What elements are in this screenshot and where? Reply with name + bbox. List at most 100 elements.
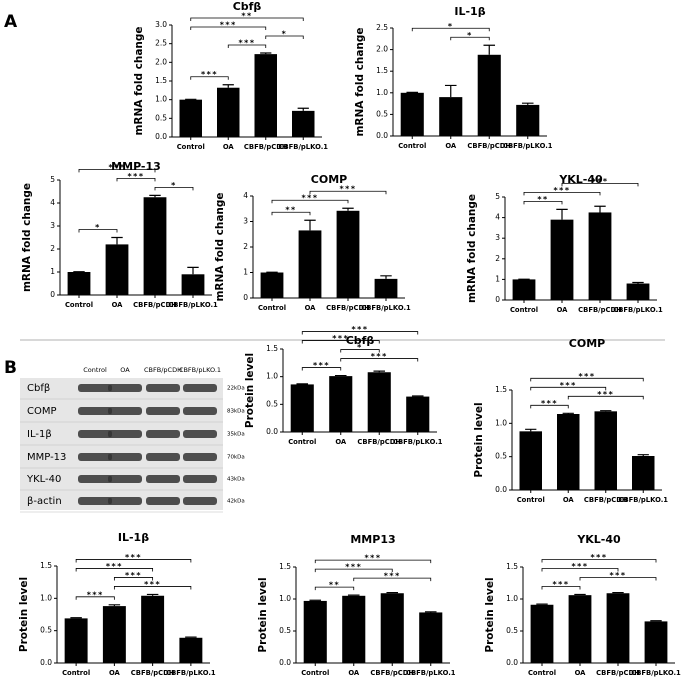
x-tick-label: Control	[301, 669, 329, 677]
error-bar	[536, 603, 548, 605]
significance-label: *	[467, 31, 473, 40]
y-tick-label: 0.0	[40, 658, 52, 667]
size-label: 83kDa	[227, 409, 245, 415]
significance-bracket	[541, 586, 581, 590]
bar	[519, 431, 542, 490]
error-bar	[424, 611, 437, 613]
significance-label: ***	[301, 194, 318, 203]
bar	[143, 197, 167, 295]
significance-bracket	[75, 568, 154, 572]
bar	[290, 384, 314, 432]
significance-label: ***	[125, 553, 142, 562]
protein-label: YKL-40	[26, 474, 61, 485]
error-bar	[525, 428, 537, 432]
bar	[512, 279, 536, 300]
bar	[181, 274, 205, 295]
significance-bracket	[113, 586, 192, 590]
x-tick-label: CBFB/pCDH	[357, 438, 401, 446]
x-tick-label: OA	[575, 669, 587, 677]
x-tick-label: Control	[65, 301, 93, 309]
bar	[550, 219, 574, 300]
size-label: 42kDa	[227, 499, 245, 505]
y-tick-label: 1.5	[506, 562, 518, 571]
error-bar	[632, 281, 644, 284]
y-tick-label: 0.5	[279, 626, 291, 635]
y-tick-label: 2.0	[155, 57, 167, 66]
x-tick-label: CBFB/pCDH	[584, 496, 628, 504]
chart-title: MMP13	[350, 533, 395, 546]
blot-band	[183, 384, 217, 392]
blot-band	[146, 497, 180, 505]
chart-title: COMP	[311, 173, 347, 186]
blot-band	[183, 475, 217, 483]
y-tick-label: 1	[50, 267, 55, 276]
significance-bracket	[450, 36, 490, 41]
y-tick-label: 1.0	[155, 95, 167, 104]
blot-band	[183, 407, 217, 415]
bar	[516, 104, 540, 136]
significance-bracket	[78, 169, 156, 173]
size-label: 35kDa	[227, 432, 245, 438]
significance-label: ***	[108, 163, 125, 172]
y-tick-label: 1	[495, 274, 500, 283]
significance-label: *	[357, 343, 363, 352]
error-bar	[562, 412, 574, 414]
bar	[419, 612, 443, 663]
x-tick-label: CBFB/pCDH	[467, 142, 511, 150]
x-tick-label: OA	[557, 306, 569, 314]
y-tick-label: 3	[495, 233, 500, 242]
y-tick-label: 1.0	[266, 372, 278, 381]
y-tick-label: 0.0	[266, 427, 278, 436]
error-bar	[222, 84, 234, 88]
error-bar	[444, 84, 457, 98]
significance-bracket	[541, 559, 657, 563]
y-tick-label: 1.5	[376, 66, 388, 75]
y-tick-label: 3	[50, 221, 55, 230]
significance-bracket	[78, 229, 118, 233]
significance-label: ***	[578, 372, 595, 381]
significance-bracket	[190, 26, 267, 30]
error-bar	[347, 594, 360, 596]
lane-label: CBFB/pLKO.1	[179, 366, 221, 374]
significance-label: ***	[87, 590, 104, 599]
x-tick-label: CBFB/pCDH	[578, 306, 622, 314]
significance-label: ***	[220, 21, 237, 30]
error-bar	[297, 107, 309, 111]
blot-band	[146, 475, 180, 483]
y-tick-label: 1.5	[155, 76, 167, 85]
y-axis-label: Protein level	[473, 402, 485, 477]
blot-band	[146, 453, 180, 461]
x-tick-label: OA	[112, 301, 124, 309]
y-tick-label: 1.5	[495, 385, 507, 394]
significance-label: ***	[541, 399, 558, 408]
chart-title: IL-1β	[454, 5, 485, 18]
significance-bracket	[567, 395, 644, 400]
y-tick-label: 2.0	[376, 45, 388, 54]
x-tick-label: OA	[305, 304, 317, 312]
chart-title: YKL-40	[558, 173, 603, 186]
significance-label: *	[448, 22, 454, 31]
bar	[217, 87, 240, 137]
blot-band	[146, 430, 180, 438]
significance-label: *	[95, 223, 101, 232]
error-bar	[411, 395, 424, 397]
x-tick-label: CBFB/pLKO.1	[503, 142, 553, 150]
blot-band	[108, 407, 142, 415]
error-bar	[334, 374, 347, 377]
bar	[530, 604, 554, 663]
significance-label: ***	[597, 390, 614, 399]
y-tick-label: 0.0	[495, 485, 507, 494]
error-bar	[185, 636, 197, 638]
blot-band	[108, 453, 142, 461]
bar	[179, 99, 202, 137]
bar	[67, 272, 91, 295]
blot-band	[108, 430, 142, 438]
lane-label: CBFB/pCDH	[144, 366, 182, 374]
significance-bracket	[523, 191, 601, 196]
y-tick-label: 0.5	[40, 626, 52, 635]
significance-bracket	[530, 404, 569, 409]
x-tick-label: CBFB/pLKO.1	[166, 669, 216, 677]
y-tick-label: 0.5	[266, 399, 278, 408]
y-tick-label: 0.5	[506, 626, 518, 635]
y-tick-label: 5	[50, 175, 55, 184]
